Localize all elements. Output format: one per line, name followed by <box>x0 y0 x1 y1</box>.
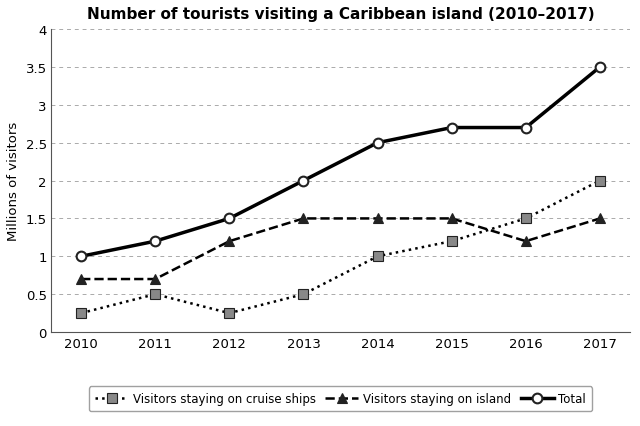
Total <box>300 178 307 184</box>
Line: Visitors staying on cruise ships: Visitors staying on cruise ships <box>76 176 605 318</box>
Total <box>152 239 159 244</box>
Total <box>596 65 604 70</box>
Visitors staying on cruise ships <box>152 292 159 297</box>
Visitors staying on cruise ships <box>596 178 604 184</box>
Line: Total: Total <box>76 63 605 262</box>
Visitors staying on cruise ships <box>300 292 307 297</box>
Visitors staying on island <box>77 277 85 282</box>
Visitors staying on island <box>225 239 233 244</box>
Total <box>522 126 530 131</box>
Visitors staying on island <box>522 239 530 244</box>
Visitors staying on cruise ships <box>448 239 456 244</box>
Total <box>374 141 381 146</box>
Visitors staying on island <box>596 216 604 222</box>
Visitors staying on cruise ships <box>77 311 85 316</box>
Visitors staying on island <box>300 216 307 222</box>
Total <box>225 216 233 222</box>
Visitors staying on cruise ships <box>374 254 381 259</box>
Y-axis label: Millions of visitors: Millions of visitors <box>7 122 20 241</box>
Visitors staying on cruise ships <box>225 311 233 316</box>
Total <box>448 126 456 131</box>
Visitors staying on island <box>374 216 381 222</box>
Visitors staying on island <box>448 216 456 222</box>
Visitors staying on cruise ships <box>522 216 530 222</box>
Visitors staying on island <box>152 277 159 282</box>
Total <box>77 254 85 259</box>
Legend: Visitors staying on cruise ships, Visitors staying on island, Total: Visitors staying on cruise ships, Visito… <box>89 386 592 411</box>
Title: Number of tourists visiting a Caribbean island (2010–2017): Number of tourists visiting a Caribbean … <box>87 7 595 22</box>
Line: Visitors staying on island: Visitors staying on island <box>76 214 605 284</box>
